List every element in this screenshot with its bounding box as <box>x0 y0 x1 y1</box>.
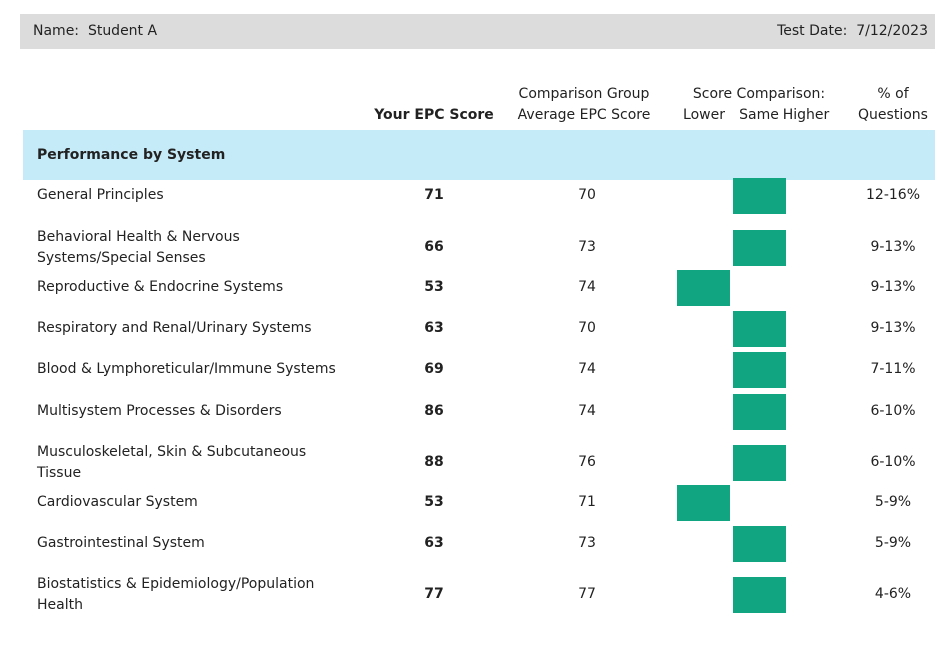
score: 86 <box>424 403 444 419</box>
questions: 9-13% <box>870 239 916 255</box>
group-average: 74 <box>578 403 596 419</box>
score: 63 <box>424 320 444 336</box>
group-average: 73 <box>578 239 596 255</box>
system-name: Multisystem Processes & Disorders <box>37 403 282 419</box>
comparison-box <box>733 352 786 388</box>
questions: 12-16% <box>866 187 920 203</box>
system-name: Biostatistics & Epidemiology/Population … <box>37 576 315 613</box>
student-name: Student A <box>87 23 158 39</box>
score: 66 <box>424 239 444 255</box>
section-title: Performance by System <box>37 147 226 163</box>
group-average: 70 <box>578 187 596 203</box>
comparison-box <box>733 577 786 613</box>
system-name: Respiratory and Renal/Urinary Systems <box>37 320 312 336</box>
group-average: 77 <box>578 586 596 602</box>
scale-label: Lower <box>683 107 725 123</box>
group-average: 76 <box>578 454 596 470</box>
col-group: Comparison Group <box>518 86 650 102</box>
group-average: 73 <box>578 535 596 551</box>
system-name: Blood & Lymphoreticular/Immune Systems <box>37 361 336 377</box>
group-average: 74 <box>578 279 596 295</box>
comparison-box <box>733 311 786 347</box>
score: 53 <box>424 279 444 295</box>
name-label: Name: <box>33 23 80 39</box>
date-label: Test Date: <box>777 23 848 39</box>
name-field: Name: Student A <box>33 21 157 42</box>
questions: 7-11% <box>870 361 916 377</box>
system-name: Musculoskeletal, Skin & Subcutaneous Tis… <box>37 444 307 481</box>
score: 69 <box>424 361 444 377</box>
scale-label: Same <box>739 107 779 123</box>
system-name: Behavioral Health & Nervous Systems/Spec… <box>37 229 240 266</box>
comparison-box <box>733 394 786 430</box>
col-questions: Questions <box>858 107 928 123</box>
questions: 5-9% <box>874 494 912 510</box>
score: 53 <box>424 494 444 510</box>
col-comparison: Score Comparison: <box>692 86 826 102</box>
system-name: Reproductive & Endocrine Systems <box>37 279 284 295</box>
group-average: 70 <box>578 320 596 336</box>
comparison-box <box>677 270 730 306</box>
questions: 9-13% <box>870 320 916 336</box>
system-name: Gastrointestinal System <box>37 535 205 551</box>
system-name: General Principles <box>37 187 164 203</box>
comparison-box <box>733 178 786 214</box>
scale-label: Higher <box>782 107 830 123</box>
questions: 6-10% <box>870 454 916 470</box>
section-band <box>23 130 935 180</box>
system-name: Cardiovascular System <box>37 494 198 510</box>
group-average: 74 <box>578 361 596 377</box>
col-questions: % of <box>877 86 909 102</box>
questions: 4-6% <box>874 586 912 602</box>
test-date: 7/12/2023 <box>856 23 928 39</box>
col-group: Average EPC Score <box>517 107 651 123</box>
comparison-box <box>733 526 786 562</box>
score: 63 <box>424 535 444 551</box>
comparison-box <box>733 445 786 481</box>
date-field: Test Date: 7/12/2023 <box>777 21 928 42</box>
comparison-box <box>677 485 730 521</box>
score: 88 <box>424 454 444 470</box>
questions: 6-10% <box>870 403 916 419</box>
col-score: Your EPC Score <box>374 107 494 123</box>
group-average: 71 <box>578 494 596 510</box>
score: 77 <box>424 586 444 602</box>
questions: 9-13% <box>870 279 916 295</box>
header-bar <box>20 14 935 49</box>
questions: 5-9% <box>874 535 912 551</box>
comparison-box <box>733 230 786 266</box>
score: 71 <box>424 187 444 203</box>
